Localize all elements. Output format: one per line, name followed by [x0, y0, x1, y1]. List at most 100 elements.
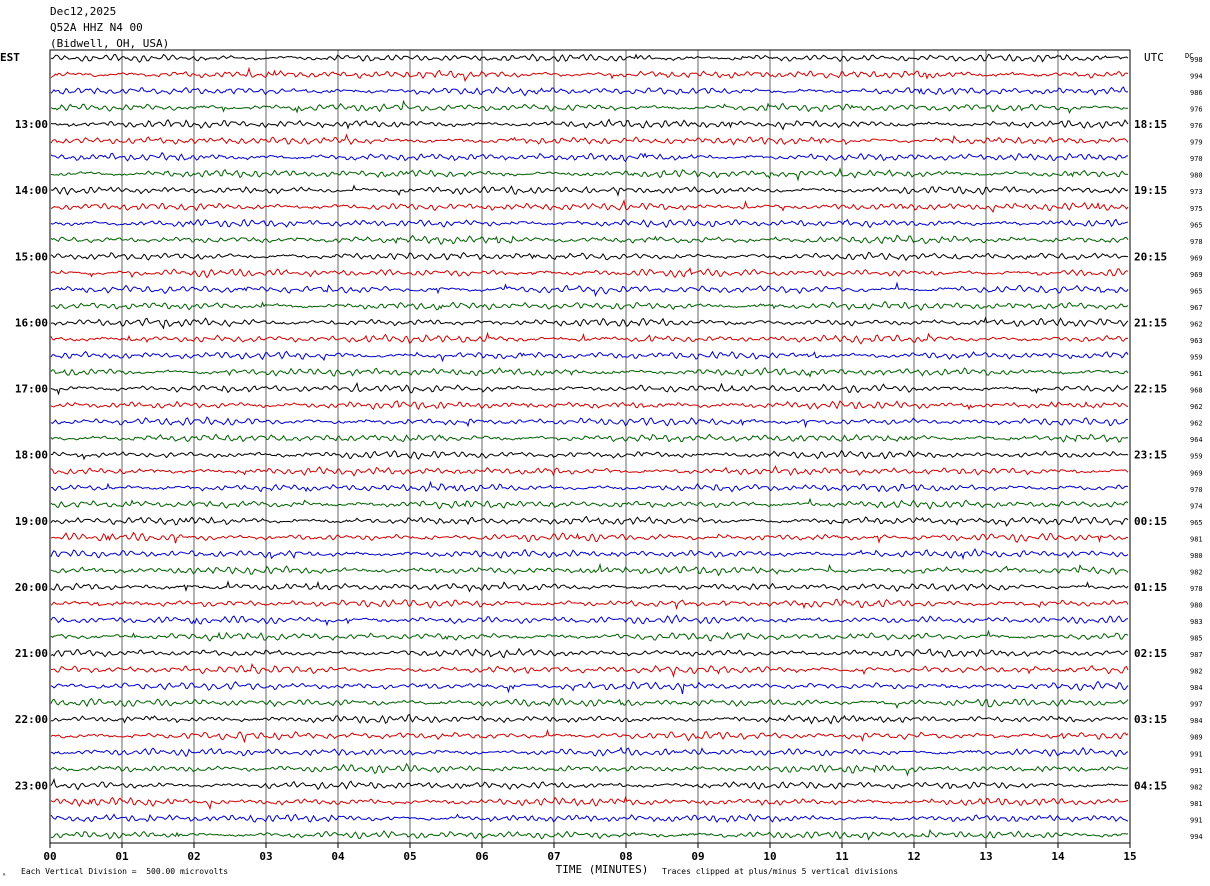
dc-value: 981: [1190, 535, 1203, 543]
dc-value: 959: [1190, 453, 1203, 461]
left-hour-label: 14:00: [15, 184, 48, 197]
dc-value: 983: [1190, 618, 1203, 626]
plot-date: Dec12,2025: [50, 5, 117, 18]
right-hour-label: 23:15: [1134, 449, 1167, 462]
dc-value: 984: [1190, 684, 1203, 692]
dc-value: 969: [1190, 469, 1203, 477]
right-hour-label: 04:15: [1134, 779, 1167, 792]
seismic-trace-row-17: [50, 331, 1129, 345]
seismic-trace-row-41: [50, 728, 1129, 744]
left-axis-label: EST: [0, 51, 20, 64]
seismic-trace-row-0: [50, 53, 1129, 63]
seismic-trace-row-27: [50, 497, 1129, 510]
dc-value: 959: [1190, 354, 1203, 362]
seismic-trace-row-31: [50, 562, 1129, 577]
seismic-trace-row-26: [50, 480, 1129, 493]
x-tick-label: 00: [43, 850, 56, 863]
dc-value: 965: [1190, 287, 1203, 295]
dc-value: 987: [1190, 651, 1203, 659]
seismic-trace-row-24: [51, 449, 1129, 461]
dc-value: 986: [1190, 89, 1203, 97]
dc-value: 978: [1190, 585, 1203, 593]
seismic-trace-row-13: [50, 267, 1129, 279]
x-tick-label: 06: [475, 850, 489, 863]
dc-label: DC: [1185, 52, 1193, 60]
dc-value: 980: [1190, 552, 1203, 560]
seismic-trace-row-40: [50, 713, 1129, 725]
seismic-trace-row-11: [50, 234, 1129, 246]
right-axis-label: UTC: [1144, 51, 1164, 64]
dc-value: 962: [1190, 420, 1203, 428]
right-hour-label: 21:15: [1134, 316, 1167, 329]
dc-value: 980: [1190, 601, 1203, 609]
seismic-trace-row-5: [50, 133, 1129, 146]
seismic-trace-row-44: [50, 777, 1128, 791]
left-hour-label: 23:00: [15, 779, 48, 792]
seismic-trace-row-35: [50, 629, 1129, 642]
seismic-trace-row-42: [50, 746, 1129, 758]
dc-value: 962: [1190, 320, 1203, 328]
seismic-trace-row-18: [50, 350, 1129, 363]
x-tick-label: 15: [1123, 850, 1136, 863]
seismic-trace-row-1: [50, 66, 1129, 82]
right-hour-label: 22:15: [1134, 383, 1167, 396]
x-tick-label: 04: [331, 850, 345, 863]
x-tick-label: 09: [691, 850, 704, 863]
dc-value: 970: [1190, 486, 1203, 494]
seismic-trace-row-3: [50, 99, 1129, 114]
x-tick-label: 07: [547, 850, 560, 863]
x-axis-title: TIME (MINUTES): [556, 863, 649, 876]
dc-value: 991: [1190, 767, 1203, 775]
x-tick-label: 10: [763, 850, 776, 863]
dc-value: 976: [1190, 122, 1203, 130]
x-tick-label: 13: [979, 850, 992, 863]
seismic-trace-row-9: [50, 199, 1129, 214]
seismic-trace-row-6: [50, 151, 1128, 163]
seismic-trace-row-32: [50, 580, 1129, 593]
right-hour-label: 03:15: [1134, 713, 1167, 726]
left-hour-label: 20:00: [15, 581, 48, 594]
seismic-trace-row-39: [50, 697, 1129, 710]
seismic-trace-row-37: [50, 662, 1129, 678]
dc-value: 982: [1190, 568, 1203, 576]
dc-value: 997: [1190, 701, 1203, 709]
seismic-trace-row-14: [50, 281, 1129, 298]
seismic-trace-row-38: [50, 680, 1129, 695]
dc-value: 962: [1190, 403, 1203, 411]
dc-value: 982: [1190, 783, 1203, 791]
left-hour-label: 15:00: [15, 250, 48, 263]
dc-value: 978: [1190, 238, 1203, 246]
dc-value: 985: [1190, 635, 1203, 643]
station-location: (Bidwell, OH, USA): [50, 37, 170, 50]
dc-value: 969: [1190, 254, 1203, 262]
left-hour-label: 21:00: [15, 647, 48, 660]
seismic-trace-row-7: [51, 167, 1129, 182]
right-hour-label: 02:15: [1134, 647, 1167, 660]
right-hour-label: 01:15: [1134, 581, 1167, 594]
seismic-trace-row-19: [50, 366, 1129, 378]
plot-frame: [49, 49, 1131, 844]
dc-value: 968: [1190, 387, 1203, 395]
x-tick-label: 01: [115, 850, 129, 863]
dc-value: 980: [1190, 172, 1203, 180]
seismic-trace-row-33: [50, 598, 1129, 611]
left-hour-label: 17:00: [15, 383, 48, 396]
dc-value: 961: [1190, 370, 1203, 378]
seismic-trace-row-46: [50, 813, 1129, 823]
seismic-trace-row-29: [50, 531, 1129, 544]
dc-value: 974: [1190, 502, 1203, 510]
seismic-trace-row-15: [50, 300, 1129, 312]
x-tick-label: 14: [1051, 850, 1065, 863]
dc-value: 989: [1190, 734, 1203, 742]
seismic-trace-row-16: [50, 316, 1129, 330]
x-tick-label: 11: [835, 850, 849, 863]
seismic-trace-row-22: [50, 416, 1129, 429]
left-hour-label: 13:00: [15, 118, 48, 131]
dc-value: 965: [1190, 221, 1203, 229]
right-hour-label: 00:15: [1134, 515, 1167, 528]
dc-value: 984: [1190, 717, 1203, 725]
dc-value: 975: [1190, 205, 1203, 213]
dc-value: 994: [1190, 73, 1203, 81]
seismic-trace-row-12: [50, 251, 1129, 262]
